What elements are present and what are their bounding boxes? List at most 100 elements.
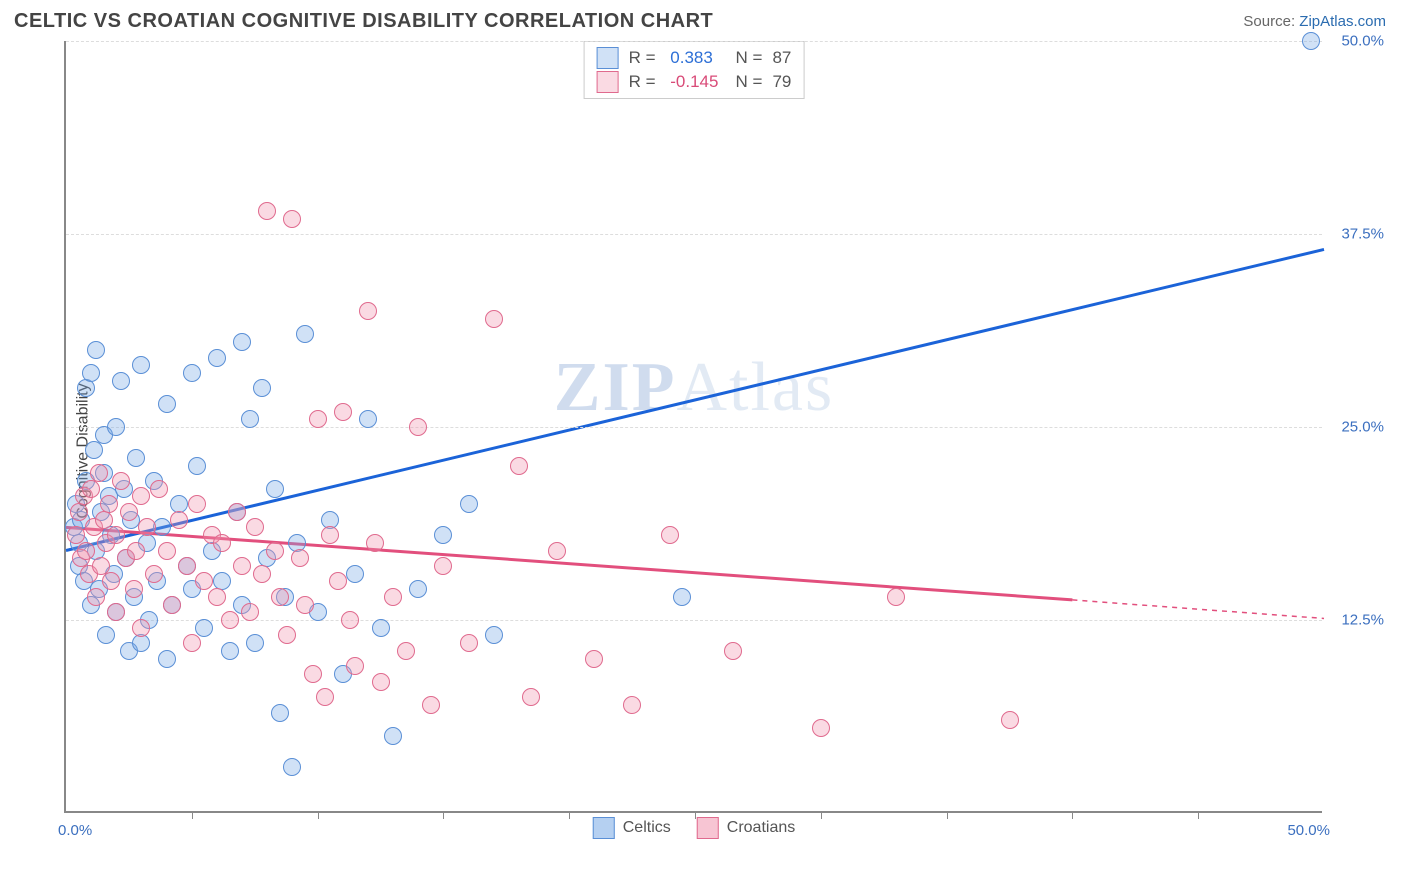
gridline <box>66 41 1322 42</box>
scatter-point <box>208 588 226 606</box>
scatter-point <box>724 642 742 660</box>
scatter-point <box>97 626 115 644</box>
scatter-point <box>95 511 113 529</box>
trend-line-dashed <box>1072 600 1324 619</box>
scatter-point <box>812 719 830 737</box>
scatter-point <box>158 650 176 668</box>
scatter-point <box>120 503 138 521</box>
x-axis-end: 50.0% <box>1287 822 1330 839</box>
scatter-point <box>623 696 641 714</box>
plot-area: ZIPAtlas 0.0% 50.0% R = 0.383N =87R = -0… <box>64 41 1322 813</box>
scatter-point <box>291 549 309 567</box>
scatter-point <box>283 210 301 228</box>
scatter-point <box>359 302 377 320</box>
scatter-point <box>346 565 364 583</box>
scatter-point <box>253 565 271 583</box>
x-tick <box>1198 811 1199 819</box>
x-tick <box>821 811 822 819</box>
x-tick <box>318 811 319 819</box>
legend-label: Croatians <box>727 819 795 837</box>
chart-title: CELTIC VS CROATIAN COGNITIVE DISABILITY … <box>14 10 713 33</box>
scatter-point <box>384 588 402 606</box>
scatter-point <box>163 596 181 614</box>
scatter-point <box>127 449 145 467</box>
scatter-point <box>188 495 206 513</box>
scatter-point <box>460 495 478 513</box>
x-axis-start: 0.0% <box>58 822 92 839</box>
scatter-point <box>1302 32 1320 50</box>
scatter-point <box>296 596 314 614</box>
scatter-point <box>253 379 271 397</box>
scatter-point <box>321 526 339 544</box>
scatter-point <box>132 487 150 505</box>
scatter-point <box>158 395 176 413</box>
series-legend: Celtics Croatians <box>593 817 796 839</box>
scatter-point <box>233 333 251 351</box>
scatter-point <box>271 704 289 722</box>
scatter-point <box>346 657 364 675</box>
scatter-point <box>233 557 251 575</box>
legend-label: Celtics <box>623 819 671 837</box>
scatter-point <box>384 727 402 745</box>
scatter-point <box>366 534 384 552</box>
scatter-point <box>334 403 352 421</box>
scatter-point <box>85 441 103 459</box>
scatter-point <box>271 588 289 606</box>
scatter-point <box>228 503 246 521</box>
scatter-point <box>107 526 125 544</box>
scatter-point <box>309 410 327 428</box>
scatter-point <box>183 634 201 652</box>
scatter-point <box>434 526 452 544</box>
x-tick <box>192 811 193 819</box>
scatter-point <box>178 557 196 575</box>
scatter-point <box>127 542 145 560</box>
scatter-point <box>112 372 130 390</box>
scatter-point <box>278 626 296 644</box>
scatter-point <box>221 642 239 660</box>
scatter-point <box>341 611 359 629</box>
legend-swatch <box>593 817 615 839</box>
scatter-point <box>296 325 314 343</box>
scatter-point <box>213 534 231 552</box>
scatter-point <box>90 464 108 482</box>
scatter-point <box>1001 711 1019 729</box>
source-label: Source: ZipAtlas.com <box>1243 13 1386 30</box>
legend-item: Celtics <box>593 817 671 839</box>
scatter-point <box>316 688 334 706</box>
scatter-point <box>266 480 284 498</box>
scatter-point <box>510 457 528 475</box>
scatter-point <box>208 349 226 367</box>
scatter-point <box>145 565 163 583</box>
scatter-point <box>77 379 95 397</box>
scatter-point <box>221 611 239 629</box>
scatter-point <box>87 588 105 606</box>
scatter-point <box>112 472 130 490</box>
scatter-point <box>283 758 301 776</box>
scatter-point <box>329 572 347 590</box>
scatter-point <box>241 603 259 621</box>
gridline <box>66 234 1322 235</box>
scatter-point <box>195 572 213 590</box>
source-link[interactable]: ZipAtlas.com <box>1299 13 1386 30</box>
scatter-point <box>304 665 322 683</box>
legend-swatch <box>697 817 719 839</box>
y-tick-label: 25.0% <box>1341 419 1384 436</box>
scatter-point <box>87 341 105 359</box>
scatter-point <box>246 634 264 652</box>
scatter-point <box>258 202 276 220</box>
scatter-point <box>434 557 452 575</box>
scatter-point <box>372 619 390 637</box>
y-tick-label: 12.5% <box>1341 612 1384 629</box>
trend-line <box>66 249 1324 550</box>
scatter-point <box>188 457 206 475</box>
scatter-point <box>132 619 150 637</box>
scatter-point <box>397 642 415 660</box>
scatter-point <box>195 619 213 637</box>
scatter-point <box>409 418 427 436</box>
scatter-point <box>548 542 566 560</box>
scatter-point <box>107 603 125 621</box>
x-tick <box>1072 811 1073 819</box>
x-tick <box>947 811 948 819</box>
scatter-point <box>422 696 440 714</box>
scatter-point <box>70 503 88 521</box>
